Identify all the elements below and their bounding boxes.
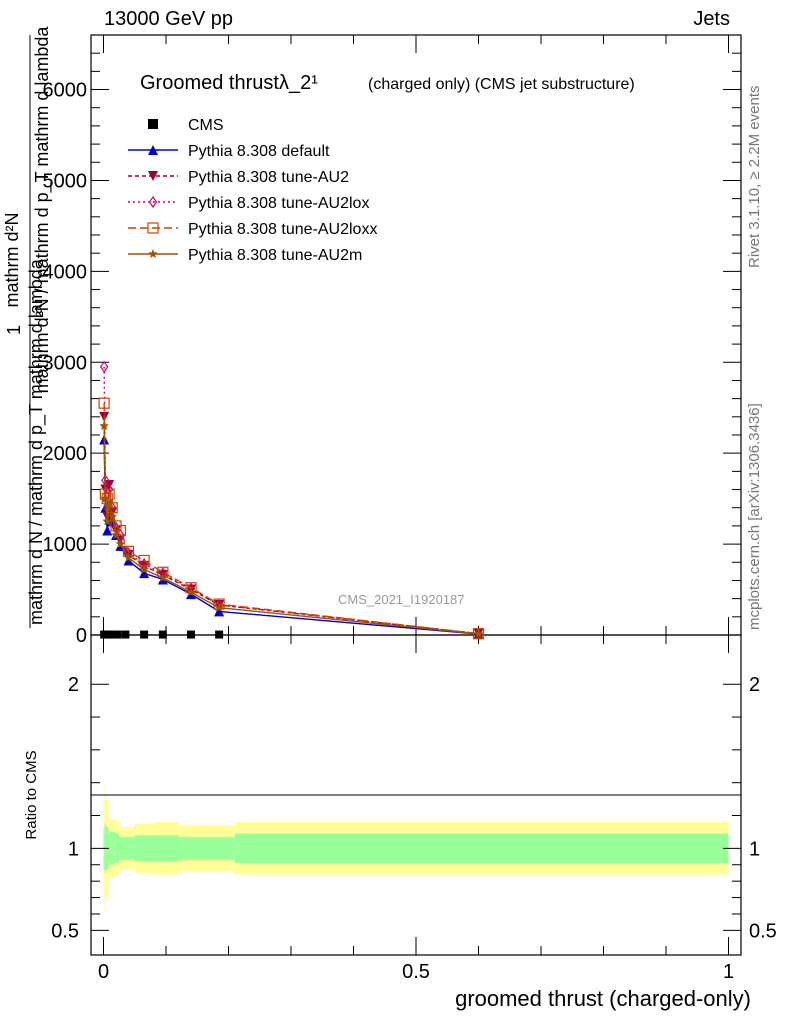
legend-marker xyxy=(148,145,158,155)
data-point xyxy=(111,530,121,539)
ratio-band-inner xyxy=(114,833,120,864)
ratio-band-inner xyxy=(119,836,135,860)
legend-marker xyxy=(148,171,158,181)
data-point xyxy=(107,511,117,521)
y-tick-label: 2000 xyxy=(43,443,88,465)
legend-label: Pythia 8.308 default xyxy=(188,143,330,160)
data-point xyxy=(99,360,109,373)
legend-marker xyxy=(148,119,158,129)
legend-label: Pythia 8.308 tune-AU2lox xyxy=(188,195,369,212)
legend-marker xyxy=(148,249,158,258)
legend-label: Pythia 8.308 tune-AU2m xyxy=(188,247,362,264)
ratio-bands xyxy=(103,785,729,911)
series-0 xyxy=(100,630,224,639)
data-point xyxy=(98,397,110,409)
data-point xyxy=(139,564,149,574)
y-axis-label-upper-group: mathrm d²N xyxy=(2,212,22,307)
legend-marker xyxy=(148,195,158,209)
legend-label: Pythia 8.308 tune-AU2loxx xyxy=(188,221,377,238)
ratio-tick-label: 2 xyxy=(68,674,79,696)
y-tick-label: 0 xyxy=(76,625,87,647)
legend: CMS Pythia 8.308 default Pythia 8.308 tune… xyxy=(128,117,377,264)
series-1 xyxy=(99,434,484,640)
legend-marker xyxy=(147,222,159,234)
series-group xyxy=(98,360,485,640)
chart-subtitle: (charged only) (CMS jet substructure) xyxy=(368,76,635,93)
legend-label: Pythia 8.308 tune-AU2 xyxy=(188,169,349,186)
y-axis-label: mathrm d N / mathrm d p_T mathrm d lambd… xyxy=(26,258,47,625)
data-point xyxy=(140,630,149,639)
data-point xyxy=(102,525,113,536)
series-5 xyxy=(99,420,484,638)
y-tick-label: 5000 xyxy=(43,170,88,192)
data-point xyxy=(121,630,130,639)
y-tick-label: 3000 xyxy=(43,352,88,374)
y-axis-label-over-group: mathrm d²N / mathrm d p_T mathrm d lambd… xyxy=(32,26,53,394)
y-axis-label-numerator: 1 xyxy=(4,325,24,335)
axis-ticks: 0 1000 2000 3000 4000 5000 6000 0 0.5 1 0.5 0.5 1 1 2 2 xyxy=(43,35,777,983)
x-tick-label: 1 xyxy=(723,961,734,983)
data-point xyxy=(123,555,134,566)
y-axis-label-frac: mathrm d N / mathrm d p_T mathrm d lambd… xyxy=(26,258,47,625)
x-tick-label: 0.5 xyxy=(402,961,430,983)
data-point xyxy=(214,602,224,612)
data-point xyxy=(158,630,167,639)
header-right-label: Jets xyxy=(693,8,730,30)
y-axis-label-group: 1 xyxy=(4,325,24,335)
y-axis-label-over: mathrm d²N / mathrm d p_T mathrm d lambd… xyxy=(32,26,53,394)
data-point xyxy=(139,568,150,579)
ratio-band-inner xyxy=(108,833,110,864)
x-axis-label: groomed thrust (charged-only) xyxy=(455,986,751,1011)
ratio-tick-label: 1 xyxy=(749,838,760,860)
ratio-band-inner xyxy=(153,835,179,862)
data-point xyxy=(158,572,168,582)
data-point xyxy=(187,630,195,639)
ratio-tick-label: 2 xyxy=(749,674,760,696)
y-tick-label: 6000 xyxy=(43,80,88,102)
x-tick-label: 0 xyxy=(98,961,109,983)
y-tick-label: 4000 xyxy=(43,261,88,283)
data-point xyxy=(107,630,115,639)
ratio-band-inner xyxy=(234,833,729,864)
data-point xyxy=(102,516,112,526)
data-point xyxy=(99,420,109,430)
ratio-tick-label: 0.5 xyxy=(749,920,777,942)
ratio-tick-label: 1 xyxy=(68,838,79,860)
data-point xyxy=(102,630,111,639)
data-point xyxy=(473,628,484,638)
data-point xyxy=(113,630,122,639)
y-axis-label-upper: mathrm d²N xyxy=(2,212,22,307)
data-point xyxy=(115,539,126,549)
data-point xyxy=(186,587,196,597)
header-left-label: 13000 GeV pp xyxy=(104,8,233,30)
ratio-band-inner xyxy=(109,831,115,865)
data-point xyxy=(214,606,225,617)
ratio-band-inner xyxy=(178,836,204,860)
ratio-tick-label: 0.5 xyxy=(51,920,79,942)
data-point xyxy=(104,498,114,508)
ratio-band-inner xyxy=(203,836,235,860)
data-point xyxy=(215,630,224,639)
ratio-band-inner xyxy=(134,835,154,862)
ratio-y-axis-label: Ratio to CMS xyxy=(23,750,40,839)
data-point xyxy=(100,493,111,503)
chart-title: Groomed thrustλ_2¹ xyxy=(140,72,318,94)
legend-label: CMS xyxy=(188,117,224,134)
y-tick-label: 1000 xyxy=(43,534,88,556)
ratio-ylabel-group: Ratio to CMS xyxy=(23,750,40,839)
watermark: CMS_2021_I1920187 xyxy=(338,592,465,607)
data-point xyxy=(123,552,134,562)
